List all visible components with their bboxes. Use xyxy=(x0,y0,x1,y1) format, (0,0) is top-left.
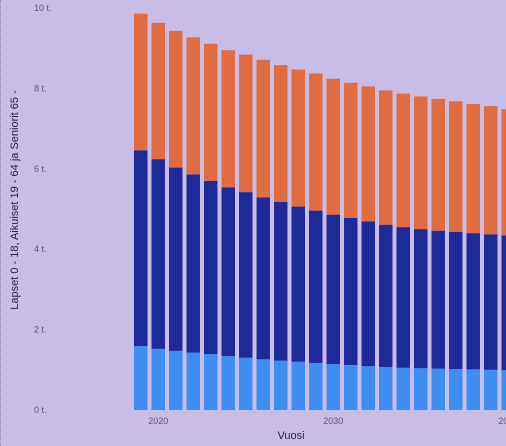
x-tick-label: 2020 xyxy=(148,416,168,426)
bar-segment[interactable] xyxy=(274,360,288,410)
bar-segment[interactable] xyxy=(414,96,428,230)
bar-segment[interactable] xyxy=(239,357,253,410)
bar-segment[interactable] xyxy=(291,206,306,362)
x-tick-label: 2030 xyxy=(323,416,343,426)
bar-segment[interactable] xyxy=(379,366,393,410)
bar-segment[interactable] xyxy=(449,101,463,232)
bar-segment[interactable] xyxy=(134,13,148,151)
bar-segment[interactable] xyxy=(431,98,446,231)
bar-segment[interactable] xyxy=(221,187,236,357)
bar-segment[interactable] xyxy=(274,65,288,202)
bar-segment[interactable] xyxy=(291,69,306,207)
y-tick-label: 2 t. xyxy=(34,325,47,335)
bar-segment[interactable] xyxy=(151,22,166,160)
bar-segment[interactable] xyxy=(134,346,148,410)
bar-segment[interactable] xyxy=(414,229,428,369)
bar-segment[interactable] xyxy=(326,214,341,365)
y-tick-label: 10 t. xyxy=(34,3,52,13)
bar-segment[interactable] xyxy=(186,174,201,353)
bar-segment[interactable] xyxy=(326,78,341,215)
bar-segment[interactable] xyxy=(221,356,236,410)
bar-segment[interactable] xyxy=(256,359,271,410)
x-axis-title: Vuosi xyxy=(277,430,304,442)
y-tick-label: 4 t. xyxy=(34,244,47,254)
bar-segment[interactable] xyxy=(169,167,183,351)
bar-segment[interactable] xyxy=(239,192,253,358)
bar-segment[interactable] xyxy=(204,43,218,181)
bar-segment[interactable] xyxy=(169,30,183,168)
bar-segment[interactable] xyxy=(501,109,506,236)
bar-segment[interactable] xyxy=(344,82,358,218)
bar-segment[interactable] xyxy=(449,231,463,369)
bar-segment[interactable] xyxy=(186,352,201,410)
bar-segment[interactable] xyxy=(221,50,236,188)
bar-segment[interactable] xyxy=(309,362,323,410)
bar-segment[interactable] xyxy=(466,233,481,370)
bar-segment[interactable] xyxy=(379,224,393,367)
bar-segment[interactable] xyxy=(169,350,183,410)
bar-segment[interactable] xyxy=(309,210,323,363)
bar-segment[interactable] xyxy=(484,369,498,410)
bar-segment[interactable] xyxy=(379,90,393,225)
bar-segment[interactable] xyxy=(239,54,253,193)
y-tick-label: 0 t. xyxy=(34,405,47,415)
bar-segment[interactable] xyxy=(256,197,271,360)
bar-segment[interactable] xyxy=(396,367,411,410)
bar-segment[interactable] xyxy=(466,369,481,410)
bar-segment[interactable] xyxy=(449,369,463,410)
bar-segment[interactable] xyxy=(344,364,358,410)
y-axis-title: Lapset 0 - 18, Aikuiset 19 - 64 ja Senio… xyxy=(9,90,21,310)
bar-segment[interactable] xyxy=(361,221,376,367)
bar-segment[interactable] xyxy=(134,150,148,347)
bar-segment[interactable] xyxy=(466,104,481,234)
bar-segment[interactable] xyxy=(151,348,166,410)
bar-segment[interactable] xyxy=(344,217,358,365)
bar-segment[interactable] xyxy=(431,368,446,410)
bar-segment[interactable] xyxy=(501,370,506,410)
y-tick-label: 6 t. xyxy=(34,164,47,174)
bar-segment[interactable] xyxy=(484,106,498,235)
bar-segment[interactable] xyxy=(431,230,446,369)
bar-segment[interactable] xyxy=(414,368,428,410)
bar-segment[interactable] xyxy=(309,73,323,211)
bar-segment[interactable] xyxy=(396,93,411,228)
x-tick-label: 2040 xyxy=(498,416,506,426)
bar-segment[interactable] xyxy=(274,201,288,361)
bar-segment[interactable] xyxy=(396,227,411,368)
bar-segment[interactable] xyxy=(186,37,201,175)
bar-segment[interactable] xyxy=(484,234,498,370)
bar-segment[interactable] xyxy=(204,180,218,355)
bar-segment[interactable] xyxy=(361,86,376,222)
bar-segment[interactable] xyxy=(256,59,271,198)
y-tick-label: 8 t. xyxy=(34,83,47,93)
bar-segment[interactable] xyxy=(361,366,376,410)
bar-segment[interactable] xyxy=(326,364,341,410)
bar-segment[interactable] xyxy=(204,354,218,410)
bar-segment[interactable] xyxy=(291,361,306,410)
bar-segment[interactable] xyxy=(151,159,166,349)
bar-segment[interactable] xyxy=(501,235,506,371)
